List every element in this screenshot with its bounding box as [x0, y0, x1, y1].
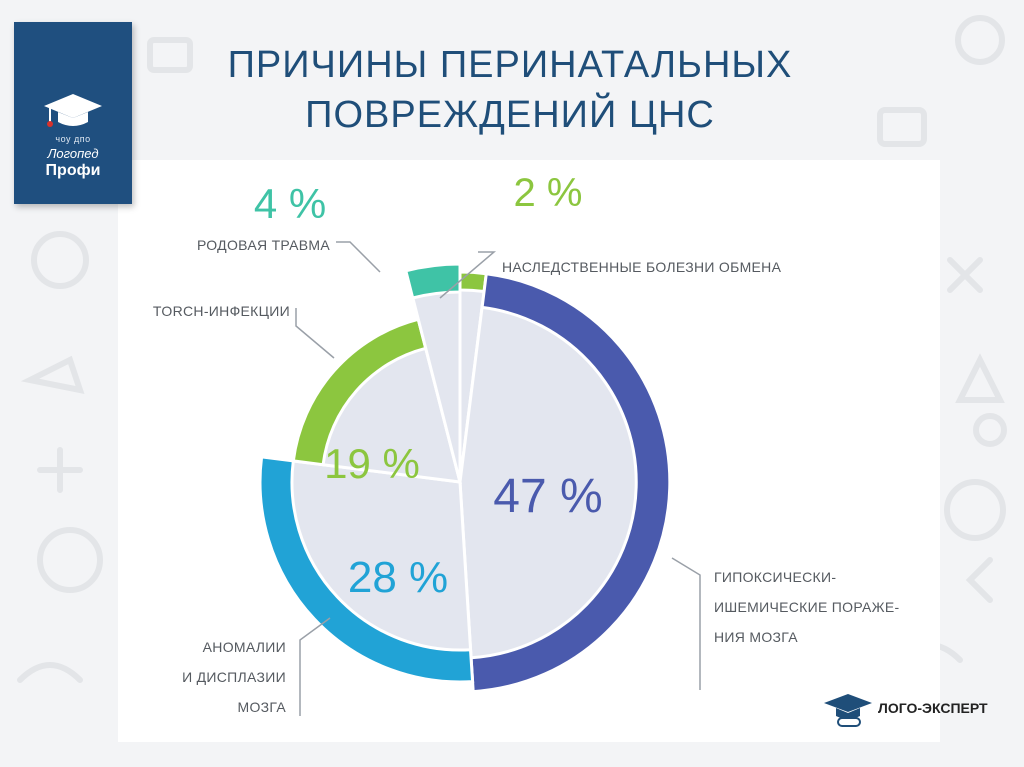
pie-ring-4	[403, 262, 462, 300]
logoped-profi-badge: чоу дпо Логопед Профи	[14, 22, 132, 204]
percent-label-4: 4 %	[254, 180, 326, 227]
pie-ring-2	[258, 455, 475, 684]
category-label-1-0: ГИПОКСИЧЕСКИ-	[714, 569, 836, 585]
leader-line-4	[336, 241, 381, 273]
leader-line-2	[299, 617, 331, 716]
category-label-1-1: ИШЕМИЧЕСКИЕ ПОРАЖЕ-	[714, 599, 900, 615]
category-label-2-2: МОЗГА	[238, 699, 287, 715]
category-label-4-0: РОДОВАЯ ТРАВМА	[197, 237, 330, 253]
percent-label-2: 28 %	[348, 553, 448, 602]
graduation-cap-icon	[824, 694, 872, 727]
title-line1: ПРИЧИНЫ ПЕРИНАТАЛЬНЫХ	[227, 44, 793, 86]
pie-ring-0	[458, 270, 488, 294]
logo-expert-text: ЛОГО-ЭКСПЕРТ	[878, 700, 988, 716]
category-label-0-0: НАСЛЕДСТВЕННЫЕ БОЛЕЗНИ ОБМЕНА	[502, 259, 782, 275]
percent-label-1: 47 %	[493, 470, 602, 523]
graduation-cap-icon	[44, 94, 102, 127]
category-label-1-2: НИЯ МОЗГА	[714, 629, 798, 645]
slide-title: ПРИЧИНЫ ПЕРИНАТАЛЬНЫХ ПОВРЕЖДЕНИЙ ЦНС	[160, 40, 860, 140]
logo-expert: ЛОГО-ЭКСПЕРТ	[822, 690, 992, 730]
percent-label-0: 2 %	[514, 171, 583, 215]
leader-line-0	[439, 251, 497, 299]
badge-line3: Профи	[45, 162, 101, 179]
leader-line-1	[671, 557, 701, 690]
leader-line-3	[295, 308, 335, 359]
category-label-2-1: И ДИСПЛАЗИИ	[182, 669, 286, 685]
percent-label-3: 19 %	[324, 440, 420, 487]
title-line2: ПОВРЕЖДЕНИЙ ЦНС	[305, 94, 715, 136]
badge-line2: Логопед	[47, 146, 99, 161]
category-label-3-0: TORCH-ИНФЕКЦИИ	[153, 303, 290, 319]
category-label-2-0: АНОМАЛИИ	[203, 639, 286, 655]
badge-line1: чоу дпо	[55, 134, 91, 144]
pie-ring-1	[469, 272, 672, 694]
